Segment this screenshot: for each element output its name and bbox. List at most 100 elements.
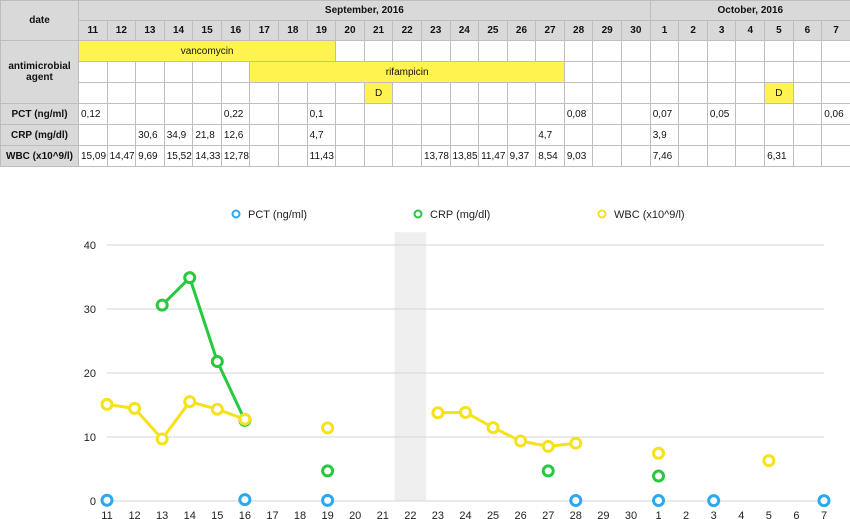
- pct-point: [100, 493, 114, 507]
- value-cell: 30,6: [135, 124, 165, 146]
- value-cell: 13,85: [449, 145, 480, 167]
- value-cell: [792, 124, 823, 146]
- day-header: 1: [649, 20, 680, 41]
- y-tick-label: 40: [84, 240, 96, 252]
- value-cell: 9,69: [135, 145, 165, 167]
- x-tick-label: 30: [625, 510, 637, 519]
- empty-cell: [821, 61, 850, 83]
- value-cell: [678, 103, 708, 125]
- y-tick-label: 10: [84, 432, 96, 444]
- wbc-legend-label: WBC (x10^9/l): [614, 209, 685, 221]
- day-header: 26: [506, 20, 537, 41]
- day-header: 22: [392, 20, 422, 41]
- value-cell: [592, 145, 622, 167]
- value-cell: [278, 145, 308, 167]
- value-cell: [563, 124, 594, 146]
- empty-cell: [106, 82, 137, 104]
- empty-cell: [678, 40, 708, 62]
- crp-line-segment: [188, 276, 219, 363]
- value-cell: [535, 103, 565, 125]
- value-cell: [620, 145, 651, 167]
- empty-cell: [649, 82, 680, 104]
- empty-cell: [563, 61, 594, 83]
- empty-cell: [592, 61, 622, 83]
- empty-cell: [392, 40, 422, 62]
- value-cell: [278, 103, 308, 125]
- empty-cell: [563, 82, 594, 104]
- pct-legend-marker: [231, 209, 241, 219]
- value-cell: 0,08: [563, 103, 594, 125]
- value-cell: [78, 124, 108, 146]
- row-label: PCT (ng/ml): [0, 103, 79, 125]
- value-cell: [363, 103, 394, 125]
- day-header: 28: [563, 20, 594, 41]
- pct-point: [238, 493, 252, 507]
- empty-cell: [649, 61, 680, 83]
- day-header: 14: [163, 20, 194, 41]
- value-cell: 9,03: [563, 145, 594, 167]
- empty-cell: [249, 82, 280, 104]
- value-cell: [678, 145, 708, 167]
- empty-cell: [535, 40, 565, 62]
- wbc-point: [762, 454, 776, 468]
- value-cell: [420, 124, 451, 146]
- value-cell: [335, 103, 365, 125]
- empty-cell: [106, 61, 137, 83]
- day-header: 16: [220, 20, 251, 41]
- vancomycin-bar: vancomycin: [77, 40, 337, 62]
- value-cell: [821, 124, 850, 146]
- x-tick-label: 14: [184, 510, 196, 519]
- value-cell: [764, 103, 794, 125]
- empty-cell: [78, 82, 108, 104]
- treatment-table: date September, 2016 October, 2016 11 12 13 14…: [0, 0, 850, 167]
- empty-cell: [821, 40, 850, 62]
- x-tick-label: 7: [821, 510, 827, 519]
- x-tick-label: 25: [487, 510, 499, 519]
- value-cell: [192, 103, 222, 125]
- day-header: 23: [420, 20, 451, 41]
- value-cell: 14,33: [192, 145, 222, 167]
- value-cell: [135, 103, 165, 125]
- day-header: 2: [678, 20, 708, 41]
- empty-cell: [563, 40, 594, 62]
- x-tick-label: 22: [404, 510, 416, 519]
- wbc-legend-marker: [597, 209, 607, 219]
- value-cell: [106, 124, 137, 146]
- value-cell: [764, 124, 794, 146]
- day-header: 20: [335, 20, 365, 41]
- wbc-point: [569, 436, 583, 450]
- x-tick-label: 17: [266, 510, 278, 519]
- empty-cell: [363, 40, 394, 62]
- value-cell: [792, 145, 823, 167]
- crp-legend-marker: [413, 209, 423, 219]
- x-tick-label: 3: [711, 510, 717, 519]
- y-tick-label: 20: [84, 368, 96, 380]
- x-tick-label: 16: [239, 510, 251, 519]
- day-header: 3: [706, 20, 737, 41]
- value-cell: 4,7: [535, 124, 565, 146]
- wbc-point: [486, 421, 500, 435]
- value-cell: [249, 103, 280, 125]
- x-tick-label: 24: [459, 510, 471, 519]
- value-cell: [620, 103, 651, 125]
- x-tick-label: 5: [766, 510, 772, 519]
- value-cell: [392, 124, 422, 146]
- month-header: October, 2016: [649, 0, 850, 21]
- value-cell: [735, 124, 766, 146]
- wbc-point: [210, 402, 224, 416]
- pct-point: [652, 494, 666, 508]
- value-cell: [420, 103, 451, 125]
- value-cell: [620, 124, 651, 146]
- empty-cell: [706, 61, 737, 83]
- day-header: 5: [764, 20, 794, 41]
- antimicrobial-label: antimicrobial agent: [0, 40, 79, 104]
- value-cell: 0,05: [706, 103, 737, 125]
- value-cell: 9,37: [506, 145, 537, 167]
- crp-point: [321, 464, 335, 478]
- value-cell: 12,78: [220, 145, 251, 167]
- value-cell: [735, 103, 766, 125]
- x-tick-label: 26: [515, 510, 527, 519]
- empty-cell: [592, 40, 622, 62]
- value-cell: [335, 124, 365, 146]
- value-cell: 4,7: [306, 124, 337, 146]
